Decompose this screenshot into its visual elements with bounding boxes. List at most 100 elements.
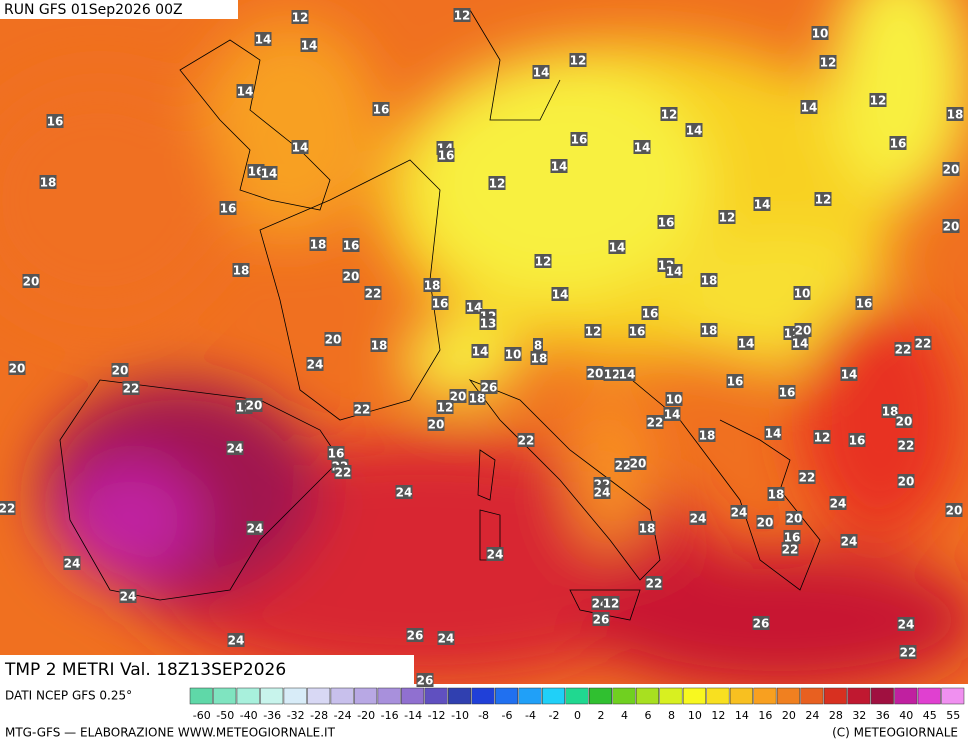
temp-label: 22 [782,543,799,557]
scale-tick-label: -20 [357,709,375,722]
temp-label: 24 [841,535,858,549]
scale-tick-label: 16 [758,709,772,722]
temp-label: 10 [794,287,811,301]
scale-swatch [753,687,777,705]
scale-swatch [659,687,683,705]
temp-label-box [423,278,441,292]
temp-label-box [300,38,318,52]
temp-label-box [608,240,626,254]
scale-tick-label: -2 [549,709,560,722]
temp-label: 12 [454,9,471,23]
temp-label-box [226,441,244,455]
temp-label: 20 [943,163,960,177]
scale-swatch [894,687,918,705]
temp-label: 14 [792,337,809,351]
scale-swatch [870,687,894,705]
temp-label: 22 [898,439,915,453]
scale-tick-label: 12 [711,709,725,722]
temp-label-box [468,391,486,405]
field-label: TMP 2 METRI Val. 18Z13SEP2026 [4,660,286,680]
temp-label: 16 [343,239,360,253]
credit-label: MTG-GFS — ELABORAZIONE WWW.METEOGIORNALE… [5,726,336,740]
scale-tick-label: 24 [805,709,819,722]
scale-swatch [588,687,612,705]
temp-label-box [111,363,129,377]
temp-label-box [570,132,588,146]
temp-label-box [730,505,748,519]
temp-label-box [811,26,829,40]
temp-label: 18 [40,176,57,190]
scale-swatch [213,687,237,705]
scale-swatch [354,687,378,705]
temp-label: 24 [247,522,264,536]
scale-tick-label: 32 [852,709,866,722]
temp-label-box [324,332,342,346]
temp-label-box [291,140,309,154]
scale-tick-label: -12 [428,709,446,722]
temp-label: 24 [438,632,455,646]
temp-label: 24 [830,497,847,511]
scale-swatch [448,687,472,705]
temp-label: 20 [757,516,774,530]
scale-swatch [377,687,401,705]
temp-label: 14 [466,301,483,315]
temp-label-box [486,547,504,561]
temp-label-box [629,456,647,470]
temp-label: 26 [753,617,770,631]
temp-label-box [592,612,610,626]
temp-label: 18 [701,274,718,288]
temp-label-box [914,336,932,350]
temp-label-box [342,238,360,252]
temp-label-box [437,631,455,645]
temp-label: 14 [551,160,568,174]
temp-label: 16 [849,434,866,448]
temp-label: 24 [307,358,324,372]
temp-label: 20 [630,457,647,471]
temp-label-box [342,269,360,283]
scale-tick-label: 10 [688,709,702,722]
scale-tick-label: -60 [193,709,211,722]
temp-label-box [685,123,703,137]
temp-label-box [551,287,569,301]
scale-swatch [776,687,800,705]
scale-tick-label: 45 [923,709,937,722]
temp-label: 20 [325,333,342,347]
temp-label: 14 [664,408,681,422]
temp-label-box [584,324,602,338]
temp-label-box [327,446,345,460]
temp-label-box [829,496,847,510]
temp-label: 12 [437,401,454,415]
scale-tick-label: 55 [946,709,960,722]
temp-label: 22 [799,471,816,485]
field-box [0,655,414,684]
temp-label-box [260,166,278,180]
temp-label: 24 [396,486,413,500]
scale-swatch [283,687,307,705]
temp-label: 24 [594,486,611,500]
scale-swatch [917,687,941,705]
scale-tick-label: -40 [240,709,258,722]
temp-label: 12 [570,54,587,68]
scale-swatch [518,687,542,705]
temp-label: 16 [642,307,659,321]
temp-label-box [232,263,250,277]
temp-label-box [798,470,816,484]
temp-label: 14 [686,124,703,138]
temp-label: 20 [943,220,960,234]
temp-label-box [465,300,483,314]
scale-tick-label: 28 [829,709,843,722]
temp-label-box [593,485,611,499]
temp-label-box [663,407,681,421]
run-box [0,0,238,19]
scale-swatch [189,687,213,705]
temp-label-box [700,273,718,287]
temp-label: 16 [432,297,449,311]
scale-tick-label: 8 [668,709,675,722]
temp-label: 16 [629,325,646,339]
temp-label-box [899,645,917,659]
temp-label-box [881,404,899,418]
temp-label-box [480,380,498,394]
temp-label-box [946,107,964,121]
temp-label: 24 [898,618,915,632]
temp-label-box [504,347,522,361]
